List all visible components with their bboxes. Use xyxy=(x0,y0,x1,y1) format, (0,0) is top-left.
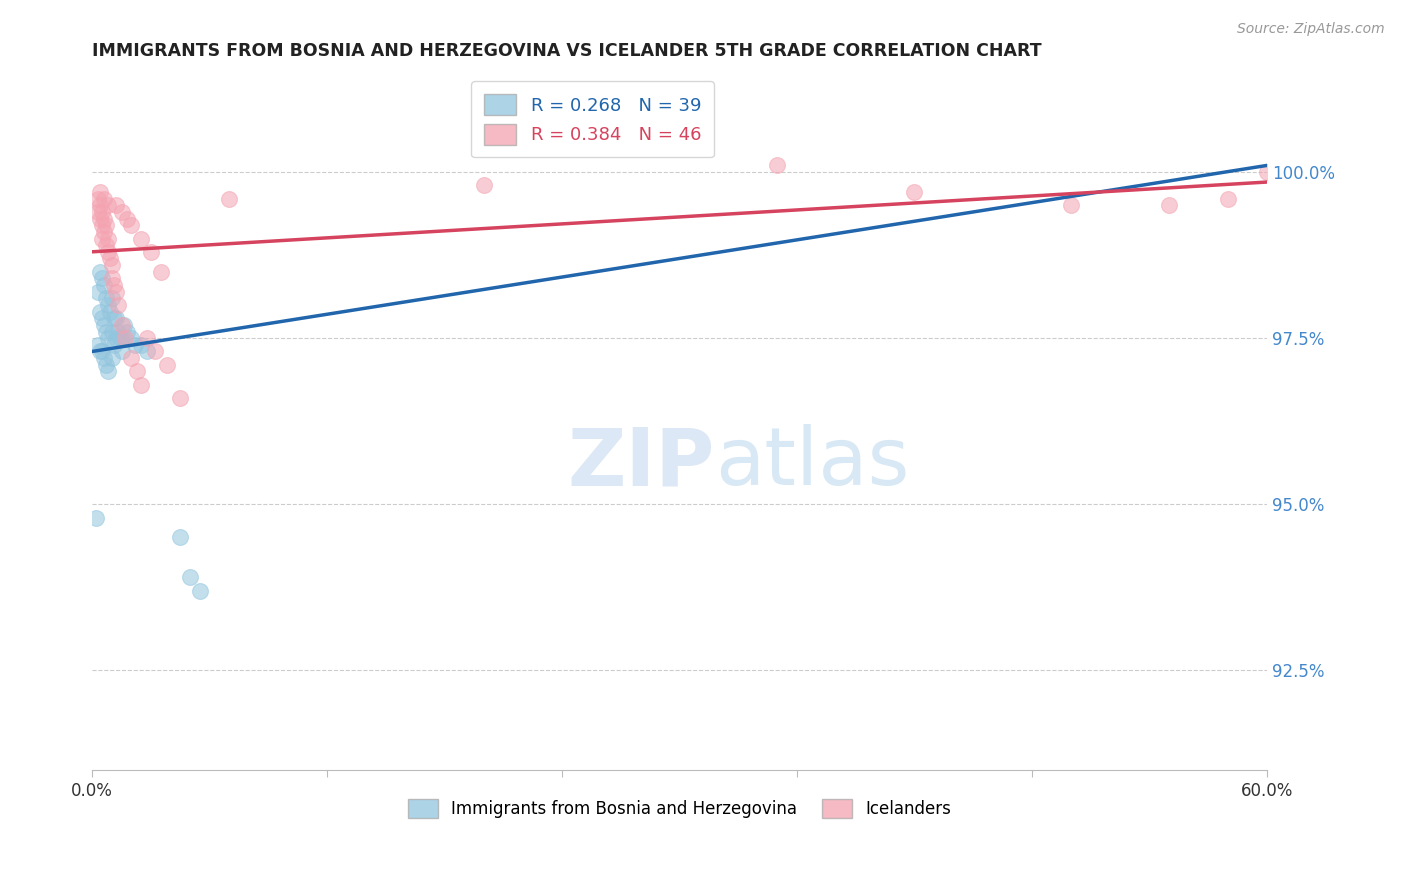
Point xyxy=(104,331,127,345)
Point xyxy=(104,285,127,299)
Point xyxy=(87,205,110,219)
Point xyxy=(103,278,125,293)
Point xyxy=(120,351,142,365)
Point xyxy=(89,344,111,359)
Point xyxy=(107,325,129,339)
Point xyxy=(87,285,110,299)
Text: ZIP: ZIP xyxy=(568,424,714,502)
Point xyxy=(110,344,132,359)
Point xyxy=(84,510,107,524)
Point xyxy=(112,318,135,332)
Point xyxy=(903,185,925,199)
Point xyxy=(136,331,159,345)
Point xyxy=(472,178,495,193)
Point xyxy=(94,291,117,305)
Point xyxy=(120,331,142,345)
Point xyxy=(98,304,121,318)
Point xyxy=(93,192,115,206)
Point xyxy=(91,218,114,232)
Text: atlas: atlas xyxy=(714,424,910,502)
Point xyxy=(91,344,114,359)
Point xyxy=(117,211,139,226)
Point xyxy=(218,192,240,206)
Point xyxy=(93,278,115,293)
Point xyxy=(87,338,110,352)
Point xyxy=(120,218,142,232)
Point xyxy=(100,258,122,272)
Point xyxy=(89,211,111,226)
Point xyxy=(114,331,136,345)
Point xyxy=(89,198,111,212)
Point xyxy=(97,244,120,259)
Point xyxy=(766,158,789,172)
Point xyxy=(91,231,114,245)
Text: IMMIGRANTS FROM BOSNIA AND HERZEGOVINA VS ICELANDER 5TH GRADE CORRELATION CHART: IMMIGRANTS FROM BOSNIA AND HERZEGOVINA V… xyxy=(93,42,1042,60)
Point xyxy=(97,364,120,378)
Point xyxy=(100,351,122,365)
Point xyxy=(103,338,125,352)
Point xyxy=(103,311,125,326)
Point xyxy=(149,265,172,279)
Point xyxy=(93,225,115,239)
Point xyxy=(136,344,159,359)
Point xyxy=(93,318,115,332)
Point xyxy=(100,325,122,339)
Point xyxy=(139,244,162,259)
Point xyxy=(97,298,120,312)
Point xyxy=(110,205,132,219)
Point xyxy=(104,311,127,326)
Point xyxy=(87,192,110,206)
Point xyxy=(143,344,166,359)
Point xyxy=(104,198,127,212)
Point xyxy=(89,265,111,279)
Point xyxy=(155,358,177,372)
Point xyxy=(107,298,129,312)
Point xyxy=(91,311,114,326)
Point xyxy=(94,325,117,339)
Point xyxy=(127,364,149,378)
Point xyxy=(91,271,114,285)
Point xyxy=(1060,198,1083,212)
Point xyxy=(97,331,120,345)
Point xyxy=(91,205,114,219)
Point xyxy=(94,358,117,372)
Point xyxy=(169,531,191,545)
Point xyxy=(188,583,211,598)
Point xyxy=(129,231,152,245)
Point xyxy=(110,318,132,332)
Point xyxy=(89,185,111,199)
Point xyxy=(169,391,191,405)
Point xyxy=(93,351,115,365)
Legend: Immigrants from Bosnia and Herzegovina, Icelanders: Immigrants from Bosnia and Herzegovina, … xyxy=(401,792,957,824)
Text: Source: ZipAtlas.com: Source: ZipAtlas.com xyxy=(1237,22,1385,37)
Point xyxy=(117,325,139,339)
Point xyxy=(110,331,132,345)
Point xyxy=(100,271,122,285)
Point xyxy=(94,218,117,232)
Point xyxy=(1256,165,1278,179)
Point xyxy=(179,570,201,584)
Point xyxy=(124,338,146,352)
Point xyxy=(100,291,122,305)
Point xyxy=(89,304,111,318)
Point xyxy=(129,338,152,352)
Point xyxy=(94,238,117,252)
Point xyxy=(1216,192,1239,206)
Point xyxy=(97,198,120,212)
Point xyxy=(97,231,120,245)
Point xyxy=(129,377,152,392)
Point xyxy=(1157,198,1180,212)
Point xyxy=(93,211,115,226)
Point xyxy=(108,331,131,345)
Point xyxy=(98,252,121,266)
